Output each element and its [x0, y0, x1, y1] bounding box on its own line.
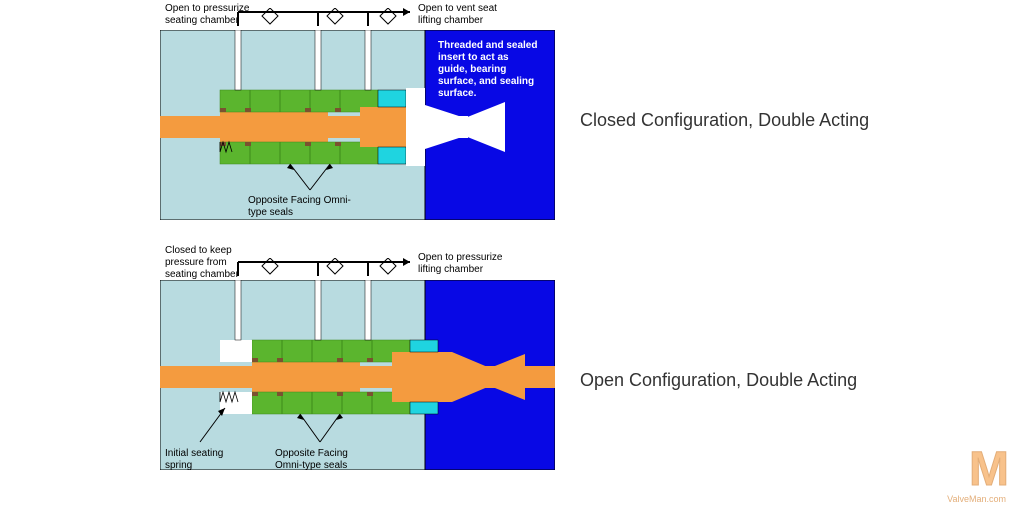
title-bottom: Open Configuration, Double Acting — [580, 370, 857, 391]
label-spring-bottom: Initial seating spring — [165, 448, 245, 472]
title-top: Closed Configuration, Double Acting — [580, 110, 869, 131]
label-pressurize-top: Open to pressurize seating chamber — [165, 3, 275, 27]
bottom-panel — [160, 280, 555, 470]
label-vent-top: Open to vent seat lifting chamber — [418, 3, 528, 27]
label-closed-bottom: Closed to keep pressure from seating cha… — [165, 245, 265, 281]
label-insert-top: Threaded and sealed insert to act as gui… — [438, 40, 548, 100]
label-seals-top: Opposite Facing Omni- type seals — [248, 195, 378, 219]
logo-text: ValveMan.com — [947, 494, 1006, 504]
label-seals-bottom: Opposite Facing Omni-type seals — [275, 448, 375, 472]
label-pressurize-bottom: Open to pressurize lifting chamber — [418, 252, 528, 276]
logo-icon: M — [969, 442, 1009, 497]
